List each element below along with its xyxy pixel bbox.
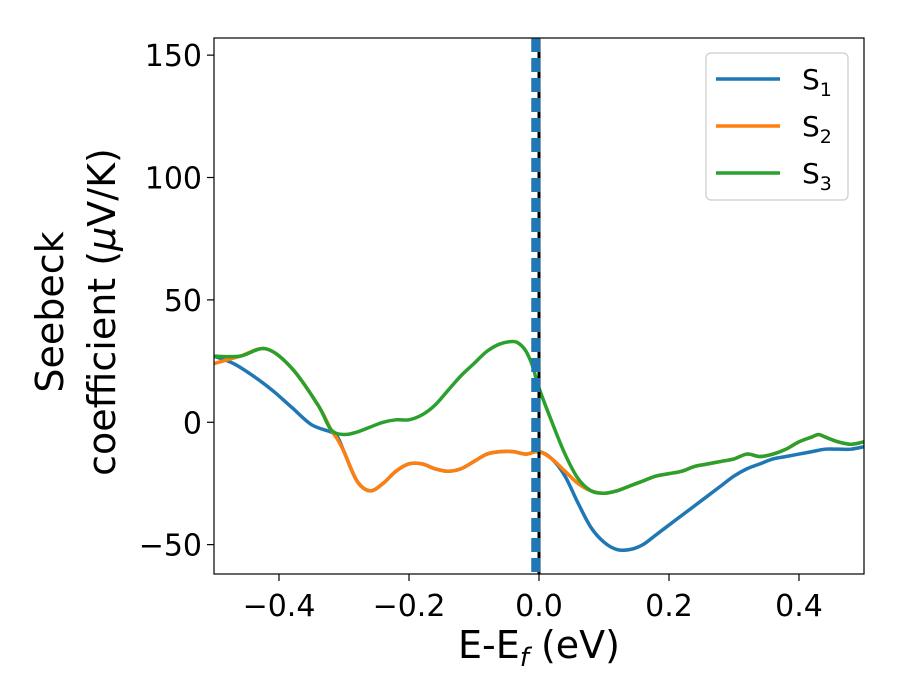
legend: S1 S2 S3 bbox=[705, 52, 849, 201]
x-tick-label: 0.2 bbox=[645, 589, 693, 624]
legend-label-s2: S2 bbox=[802, 110, 832, 148]
x-tick-label: −0.2 bbox=[373, 589, 446, 624]
y-tick-label: 100 bbox=[145, 162, 202, 197]
x-tick-label: 0.0 bbox=[515, 589, 563, 624]
y-axis-label: Seebeck coefficient (μV/K) bbox=[28, 148, 124, 476]
fermi-level-lines bbox=[531, 38, 541, 574]
series-layer bbox=[214, 339, 864, 553]
x-tick-label: −0.4 bbox=[243, 589, 316, 624]
series-line-s3 bbox=[214, 339, 864, 495]
legend-label-s1: S1 bbox=[802, 63, 832, 101]
y-tick-label: 50 bbox=[164, 284, 202, 319]
svg-text:coefficient (μV/K): coefficient (μV/K) bbox=[80, 148, 124, 476]
y-tick-label: 150 bbox=[145, 39, 202, 74]
x-axis-label: E-Ef (eV) bbox=[458, 623, 620, 673]
x-axis-ticks: −0.4 −0.2 0.0 0.2 0.4 bbox=[243, 574, 823, 624]
legend-label-s3: S3 bbox=[802, 157, 832, 195]
svg-text:Seebeck: Seebeck bbox=[28, 231, 72, 392]
y-tick-label: 0 bbox=[183, 406, 202, 441]
x-tick-label: 0.4 bbox=[775, 589, 823, 624]
y-axis-ticks: −50 0 50 100 150 bbox=[139, 39, 214, 564]
y-tick-label: −50 bbox=[139, 529, 202, 564]
